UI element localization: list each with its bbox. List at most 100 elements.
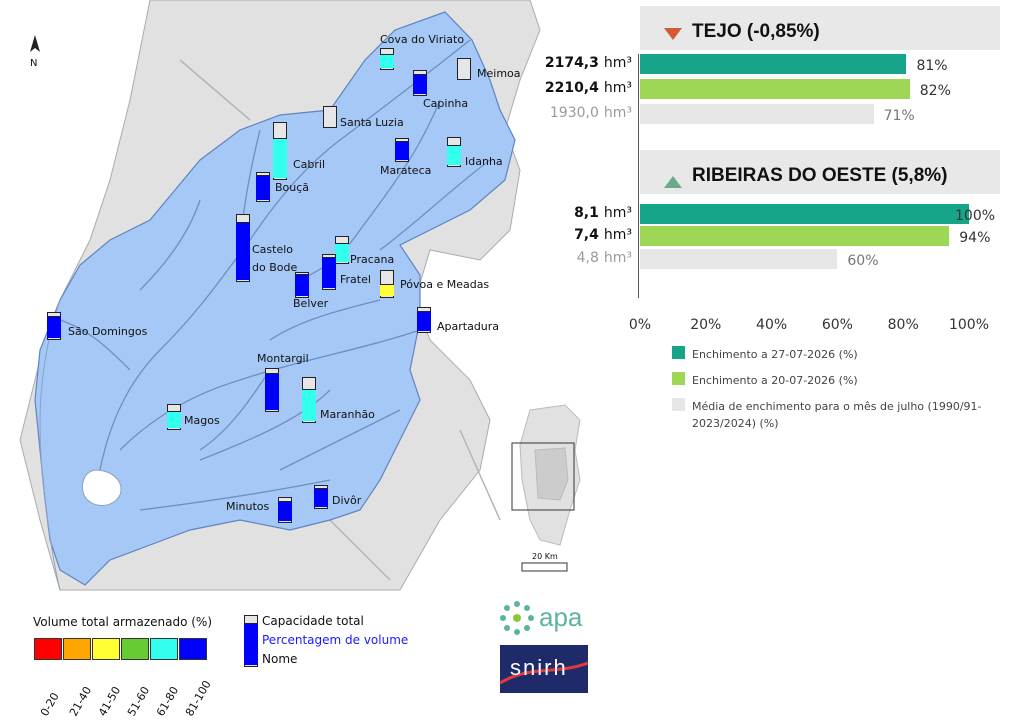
bar-volume-label: 4,8 hm³ [577, 250, 632, 266]
bar-volume-unit: hm³ [603, 227, 632, 243]
reservoir-icon [417, 307, 431, 333]
reservoir-volume-fill [447, 145, 461, 165]
reservoir-name: São Domingos [68, 325, 148, 338]
volume-class-label: 21-40 [67, 684, 95, 719]
reservoir-volume-fill [265, 373, 279, 410]
reservoir-name: Apartadura [437, 320, 500, 333]
reservoir-volume-fill [413, 74, 427, 94]
bar-previous [640, 226, 950, 246]
chart-legend-label: Média de enchimento para o mês de julho … [692, 400, 982, 430]
bar-volume-value: 2174,3 [544, 55, 599, 71]
bar-current [640, 204, 969, 224]
bar-volume-value: 1930,0 [549, 105, 599, 121]
reservoir-volume-fill [236, 222, 250, 280]
snirh-logo: snirh [500, 645, 588, 693]
bar-volume-label: 2174,3 hm³ [545, 55, 632, 71]
volume-class-label: 81-100 [183, 678, 214, 719]
bar-volume-value: 4,8 [576, 250, 599, 266]
reservoir-icon [302, 377, 316, 423]
chart-axis-line [638, 54, 639, 298]
reservoir-name: Minutos [226, 500, 270, 513]
reservoir-volume-fill [278, 501, 292, 521]
tejo-trend-down-icon [664, 28, 682, 40]
reservoir-name: Idanha [465, 155, 503, 168]
reservoir-icon [47, 312, 61, 340]
bar-average [640, 104, 874, 124]
reservoir-icon [447, 137, 461, 167]
reservoir-icon [278, 497, 292, 523]
tejo-estuary [81, 469, 122, 506]
reservoir-name: Póvoa e Meadas [400, 278, 490, 291]
bar-volume-label: 1930,0 hm³ [550, 105, 632, 121]
bar-percent-label: 100% [955, 208, 996, 224]
bar-volume-unit: hm³ [603, 105, 632, 121]
reservoir-icon [323, 106, 337, 128]
x-tick-label: 40% [756, 317, 788, 333]
volume-class-swatch [92, 638, 120, 660]
reservoir-volume-fill [256, 175, 270, 200]
snirh-logo-text: snirh [510, 655, 568, 680]
reservoir-icon [314, 485, 328, 509]
volume-class-label: 61-80 [154, 684, 182, 719]
reservoir-icon [236, 214, 250, 282]
reservoir-volume-fill [167, 411, 181, 428]
bar-percent-label: 81% [916, 58, 948, 74]
legend-name: Nome [262, 652, 298, 666]
reservoir-name: Fratel [340, 273, 371, 286]
reservoir-volume-fill [273, 138, 287, 178]
reservoir-name: Marateca [380, 164, 432, 177]
reservoir-icon [395, 138, 409, 162]
chart-legend-label: Enchimento a 20-07-2026 (%) [692, 374, 858, 387]
oeste-title: RIBEIRAS DO OESTE (5,8%) [692, 165, 948, 186]
oeste-header [640, 150, 1000, 194]
reservoir-volume-fill [335, 243, 349, 262]
inset-locator-map [511, 404, 581, 572]
bar-previous [640, 79, 910, 99]
chart-legend-label: Enchimento a 27-07-2026 (%) [692, 348, 858, 361]
chart-legend-swatch [672, 372, 685, 385]
reservoir-name: Meimoa [477, 67, 521, 80]
volume-class-swatch [34, 638, 62, 660]
bar-percent-label: 60% [847, 253, 879, 269]
basin-map: N 20 Km [19, 0, 581, 591]
oeste-trend-up-icon [664, 176, 682, 188]
reservoir-icon [265, 368, 279, 412]
apa-logo-text: apa [539, 602, 583, 632]
reservoir-icon [167, 404, 181, 430]
bar-volume-unit: hm³ [603, 250, 632, 266]
reservoir-name: Divôr [332, 494, 362, 507]
volume-class-swatch [63, 638, 91, 660]
tejo-title: TEJO (-0,85%) [692, 21, 820, 42]
volume-class-label: 51-60 [125, 684, 153, 719]
reservoir-name: Cabril [293, 158, 326, 171]
reservoir-volume-fill [380, 284, 394, 296]
reservoir-name: Cova do Viriato [380, 33, 465, 46]
apa-logo: apa [497, 598, 592, 643]
reservoir-name: Castelo do Bode [252, 243, 298, 274]
reservoir-volume-fill [295, 274, 309, 296]
reservoir-name: Santa Luzia [340, 116, 404, 129]
bar-volume-value: 2210,4 [544, 80, 599, 96]
bar-volume-value: 7,4 [574, 227, 599, 243]
north-label: N [30, 58, 38, 69]
bar-percent-label: 82% [919, 83, 951, 99]
x-tick-label: 20% [690, 317, 722, 333]
volume-class-label: 0-20 [38, 690, 62, 719]
reservoir-icon [457, 58, 471, 80]
bar-volume-value: 8,1 [574, 205, 599, 221]
x-tick-label: 100% [948, 317, 990, 333]
reservoir-icon [322, 254, 336, 290]
tejo-header [640, 6, 1000, 50]
x-tick-label: 80% [887, 317, 919, 333]
reservoir-volume-fill [380, 54, 394, 68]
coast-line [39, 299, 61, 591]
reservoir-icon [413, 70, 427, 96]
bar-percent-label: 94% [959, 230, 991, 246]
reservoir-icon [295, 272, 309, 298]
reservoir-name: Capinha [423, 97, 469, 110]
reservoir-icon [335, 236, 349, 264]
reservoir-volume-fill [314, 488, 328, 507]
chart-legend-swatch [672, 398, 685, 411]
volume-class-swatch [150, 638, 178, 660]
legend-percentage: Percentagem de volume [262, 633, 409, 647]
